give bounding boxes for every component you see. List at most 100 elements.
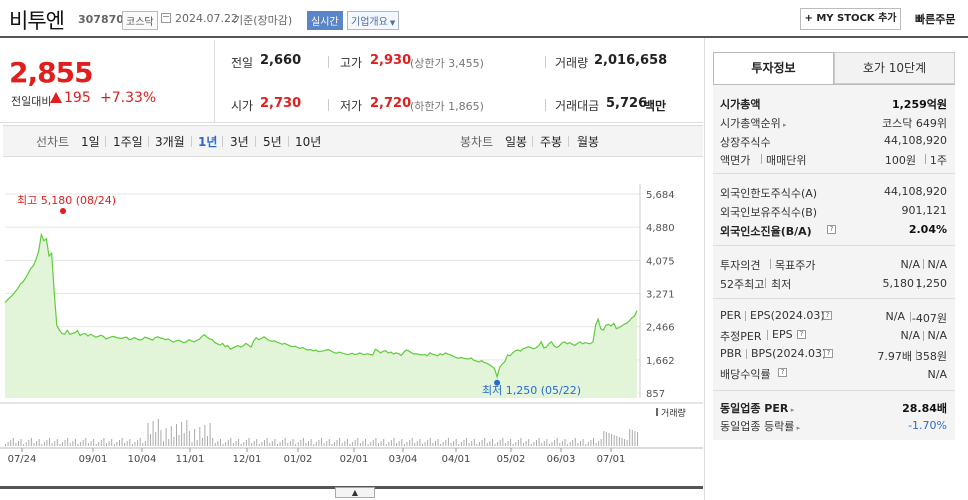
- volume-bar: [515, 442, 517, 446]
- volume-bar: [510, 439, 512, 446]
- market-cap-rank-label[interactable]: 시가총액순위 ▸: [720, 115, 786, 131]
- help-icon[interactable]: ?: [827, 225, 836, 234]
- x-tick-label: 05/02: [497, 454, 526, 465]
- volume-bar: [530, 444, 532, 446]
- divider: [923, 259, 924, 269]
- est-per-value: N/A: [900, 329, 920, 342]
- volume-bar: [492, 439, 493, 446]
- period-3m[interactable]: 3개월: [155, 135, 185, 149]
- volume-bar: [437, 439, 439, 446]
- period-1d[interactable]: 1일: [81, 135, 100, 149]
- help-icon[interactable]: ?: [797, 330, 806, 339]
- volume-bar: [460, 442, 462, 446]
- volume-bar: [388, 442, 390, 446]
- volume-bar: [90, 441, 92, 446]
- volume-bar: [20, 439, 22, 446]
- period-3y[interactable]: 3년: [230, 135, 249, 149]
- volume-bar: [253, 441, 255, 446]
- candle-weekly[interactable]: 주봉: [540, 135, 563, 149]
- divider: [0, 122, 703, 123]
- collapse-chart-button[interactable]: ▲: [335, 487, 375, 498]
- tab-order-book[interactable]: 호가 10단계: [834, 52, 955, 84]
- upper-limit: (상한가 3,455): [410, 57, 484, 70]
- volume-bar: [258, 444, 260, 446]
- volume-bar: [302, 438, 304, 446]
- volume-bar: [580, 441, 581, 446]
- period-1y[interactable]: 1년: [198, 135, 218, 149]
- divider: [214, 40, 215, 122]
- volume-bar: [176, 424, 177, 446]
- divider: [328, 56, 329, 68]
- volume-bar: [297, 442, 299, 446]
- volume-bar: [227, 440, 229, 446]
- volume-bar: [144, 441, 146, 446]
- candle-monthly[interactable]: 월봉: [577, 135, 600, 149]
- volume-bar: [595, 443, 597, 446]
- candle-daily[interactable]: 일봉: [505, 135, 528, 149]
- volume-bar: [427, 440, 429, 446]
- volume-bar: [165, 428, 167, 446]
- volume-bar: [354, 440, 356, 446]
- industry-rate-text: 동일업종 등락률: [720, 420, 795, 433]
- help-icon[interactable]: ?: [823, 311, 832, 320]
- volume-bar: [370, 442, 372, 446]
- open-value: 2,730: [260, 96, 302, 111]
- eps-label: EPS(2024.03): [750, 309, 825, 322]
- industry-per-label[interactable]: 동일업종 PER ▸: [720, 400, 794, 416]
- volume-bar: [554, 440, 556, 446]
- industry-rate-label[interactable]: 동일업종 등락률 ▸: [720, 418, 800, 434]
- volume-bar: [51, 443, 53, 446]
- volume-bar: [574, 438, 576, 446]
- shares-value: 44,108,920: [884, 134, 947, 147]
- tab-invest-info[interactable]: 투자정보: [713, 52, 834, 84]
- volume-bar: [95, 444, 97, 446]
- volume-bar: [520, 438, 522, 446]
- pbr-label: PBR: [720, 347, 742, 360]
- price-area-fill: [5, 234, 637, 398]
- company-overview-dropdown[interactable]: 기업개요 ▼: [347, 11, 400, 30]
- chevron-down-icon: ▼: [389, 19, 396, 27]
- divider: [767, 330, 768, 340]
- volume-bar: [62, 442, 63, 446]
- quote-date: 2024.07.22: [175, 12, 238, 25]
- volume-bar: [398, 441, 400, 446]
- help-icon[interactable]: ?: [778, 368, 787, 377]
- foreign-limit-label: 외국인한도주식수(A): [720, 187, 818, 200]
- volume-bar: [375, 438, 377, 446]
- volume-bar: [85, 438, 87, 446]
- volume-bar: [618, 437, 620, 446]
- volume-bar: [504, 443, 506, 446]
- volume-bar: [282, 440, 284, 446]
- chevron-right-icon: ▸: [780, 121, 787, 129]
- volume-bar: [300, 440, 302, 446]
- volume-bar: [28, 440, 30, 446]
- volume-bar: [248, 438, 250, 446]
- volume-bar: [401, 439, 403, 446]
- dividend-yield-value: N/A: [927, 368, 947, 381]
- volume-bar: [432, 443, 434, 446]
- volume-bar: [442, 442, 444, 446]
- quick-order-link[interactable]: 빠른주문: [915, 13, 956, 26]
- add-my-stock-button[interactable]: + MY STOCK 추가: [800, 8, 901, 30]
- period-10y[interactable]: 10년: [295, 135, 322, 149]
- volume-bar: [468, 443, 470, 446]
- volume-bar: [429, 438, 431, 446]
- volume-bar: [201, 438, 203, 446]
- realtime-button[interactable]: 실시간: [307, 11, 343, 30]
- low-marker: [494, 379, 501, 386]
- period-5y[interactable]: 5년: [263, 135, 282, 149]
- volume-bar: [567, 444, 569, 446]
- help-icon[interactable]: ?: [824, 349, 833, 358]
- volume-bar: [279, 442, 281, 446]
- volume-bar: [341, 443, 343, 446]
- volume-bar: [5, 444, 6, 446]
- volume-bar: [551, 442, 553, 446]
- period-1w[interactable]: 1주일: [113, 135, 143, 149]
- volume-bar: [600, 439, 602, 446]
- volume-bar: [116, 442, 118, 446]
- volume-bar: [390, 440, 392, 446]
- chevron-right-icon: ▸: [788, 406, 795, 414]
- divider: [916, 350, 917, 360]
- volume-bar: [173, 437, 175, 446]
